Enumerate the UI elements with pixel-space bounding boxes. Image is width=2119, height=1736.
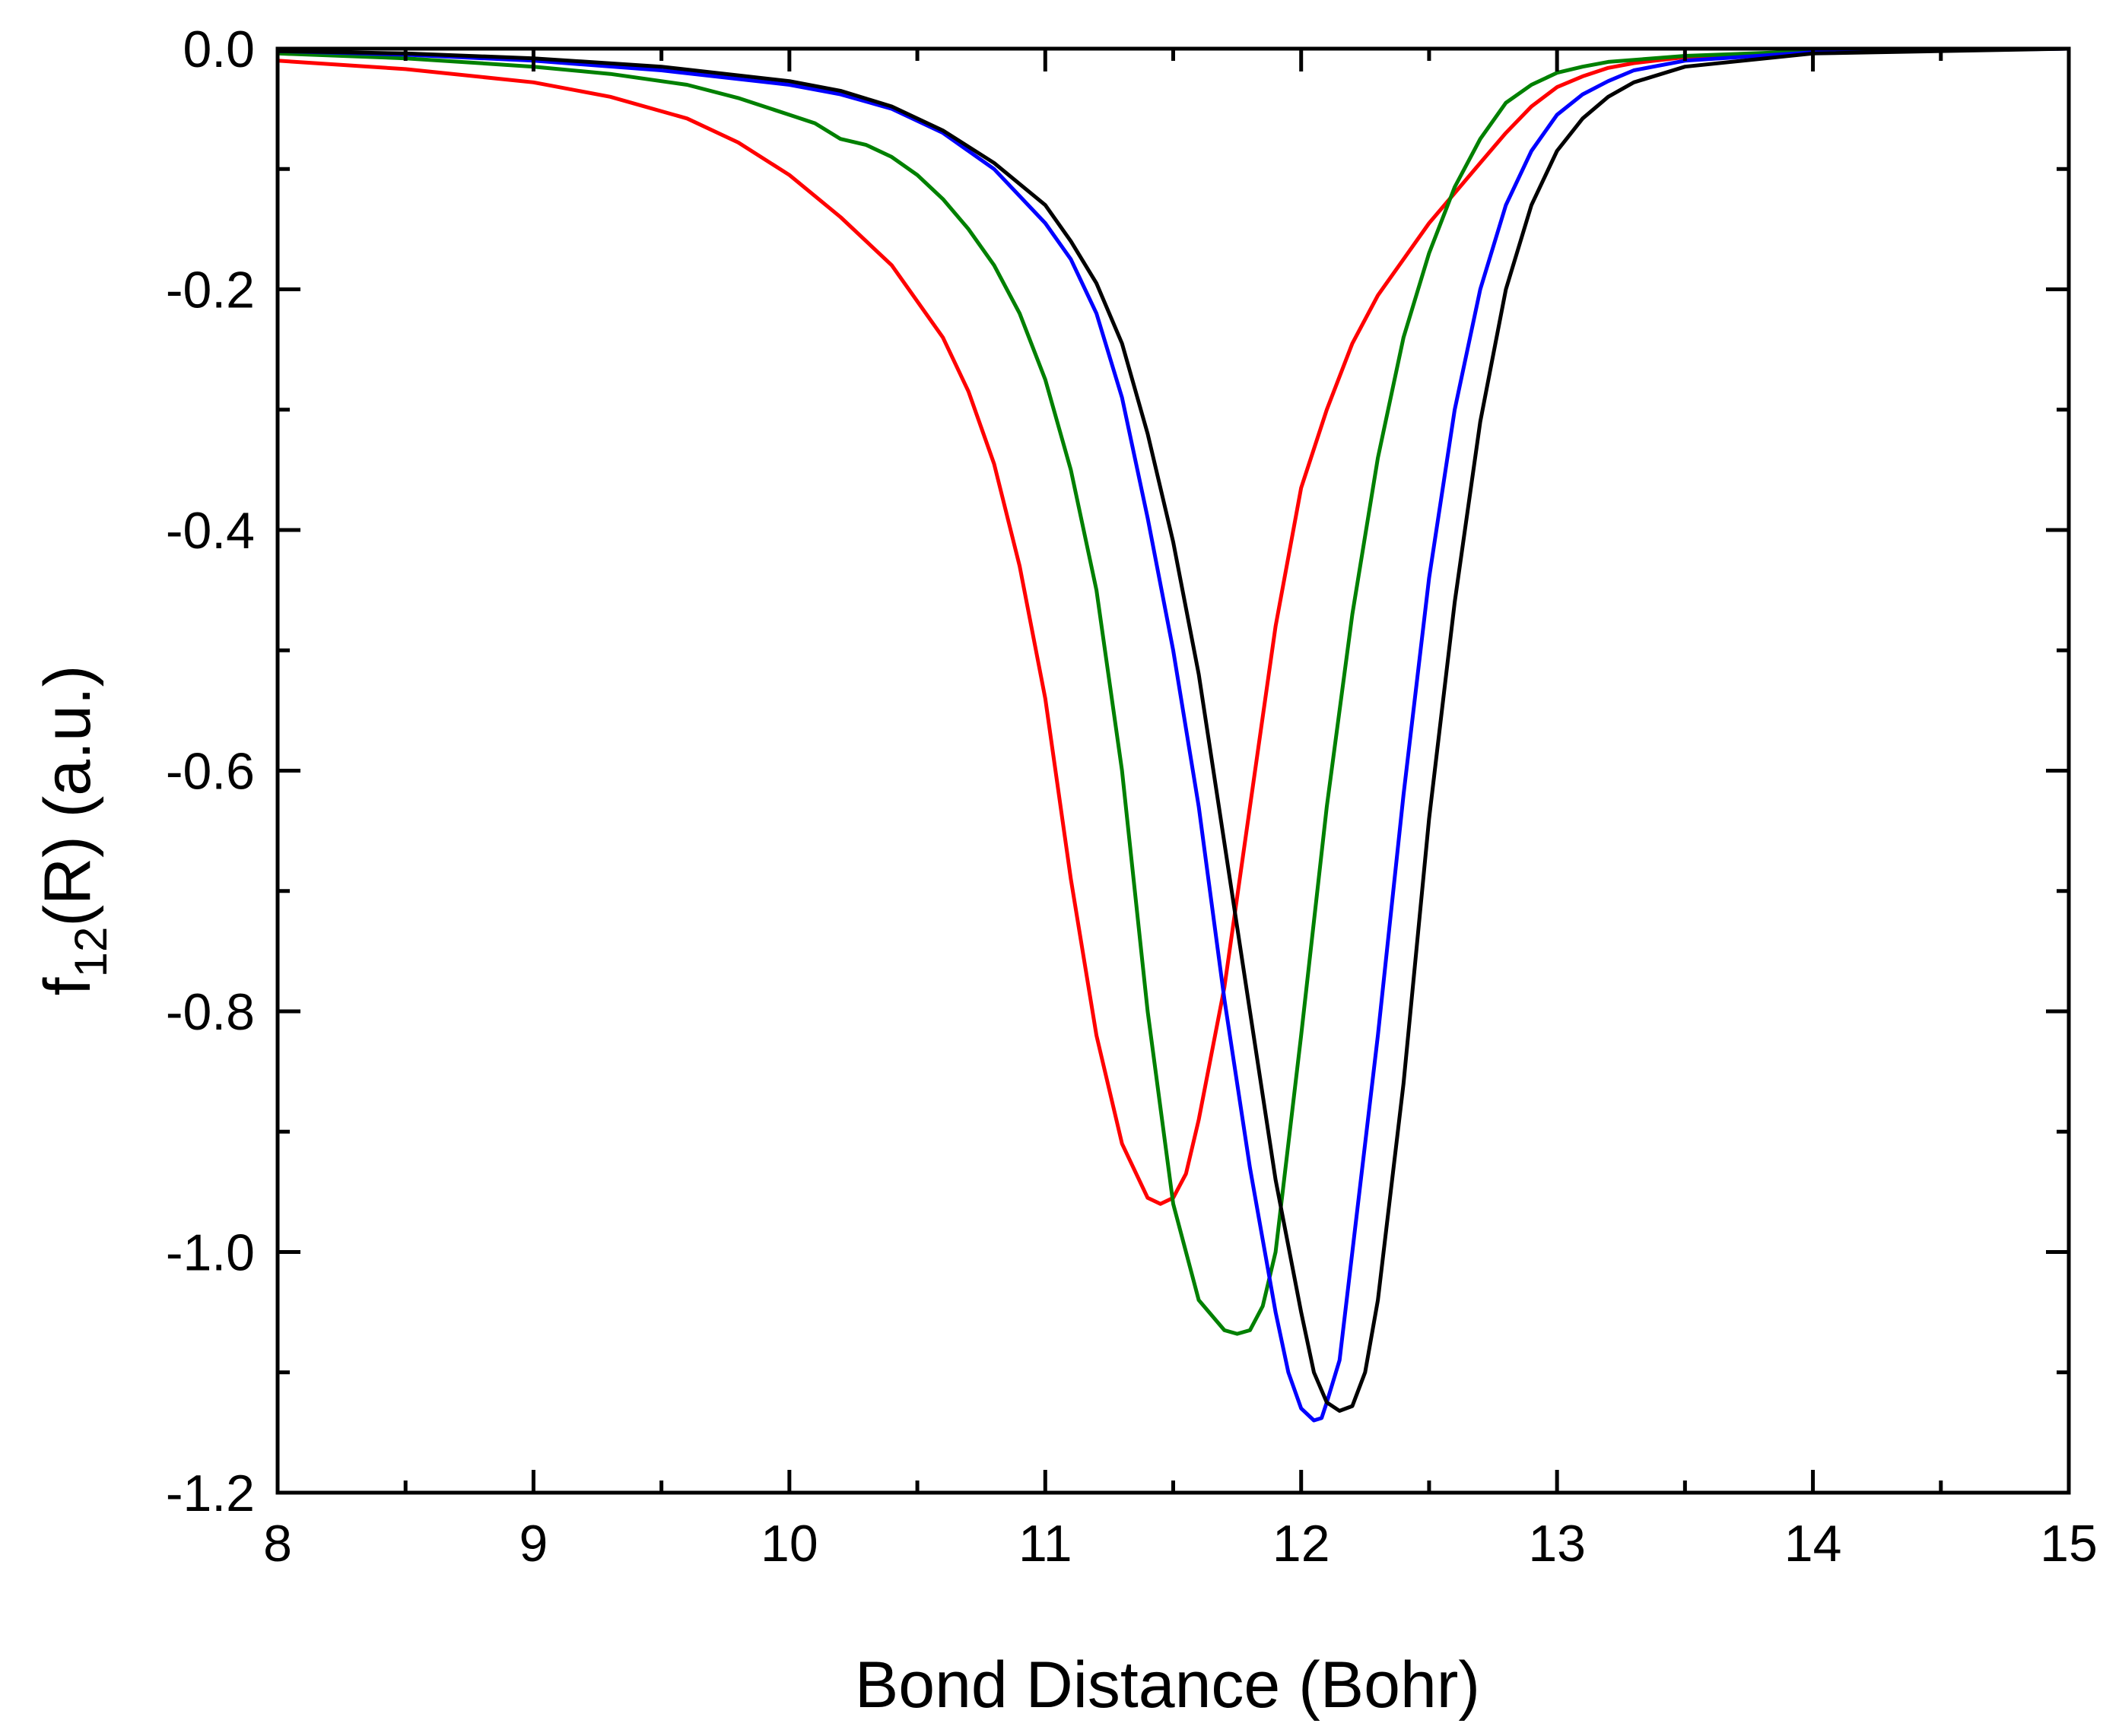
x-tick-label: 9 [519,1515,548,1573]
x-tick-label: 14 [1784,1515,1842,1573]
x-tick-label: 11 [1018,1515,1072,1573]
x-tick-label: 12 [1272,1515,1330,1573]
x-axis-title: Bond Distance (Bohr) [855,1649,1480,1722]
y-tick-label: 0.0 [183,21,255,78]
y-tick-label: -0.4 [166,502,255,560]
series-line-black [275,46,2071,1413]
x-tick-label: 8 [263,1515,292,1573]
y-axis-title-subscript: 12 [65,927,116,978]
y-tick-label: -1.0 [166,1224,255,1282]
series-line-green [275,46,2071,1336]
label-layer: 8 9 10 11 12 13 14 15 0.0 -0.2 -0.4 -0.6 -0.8 -1.0 -1.… [166,21,2098,1573]
y-axis-title: f12(R) (a.u.) [31,665,116,996]
y-tick-label: -0.2 [166,262,255,319]
series-layer [275,46,2071,1423]
y-tick-label: -0.8 [166,983,255,1041]
series-line-blue [275,46,2071,1423]
axes-layer [275,46,2071,1495]
x-tick-label: 13 [1528,1515,1586,1573]
y-tick-label: -0.6 [166,743,255,801]
series-line-red [275,46,2071,1206]
plot-frame [275,46,2071,1495]
x-tick-label: 10 [761,1515,818,1573]
y-axis-title-rest: (R) (a.u.) [31,665,104,927]
y-tick-label: -1.2 [166,1465,255,1522]
x-tick-label: 15 [2040,1515,2098,1573]
y-axis-title-base: f [31,976,104,995]
